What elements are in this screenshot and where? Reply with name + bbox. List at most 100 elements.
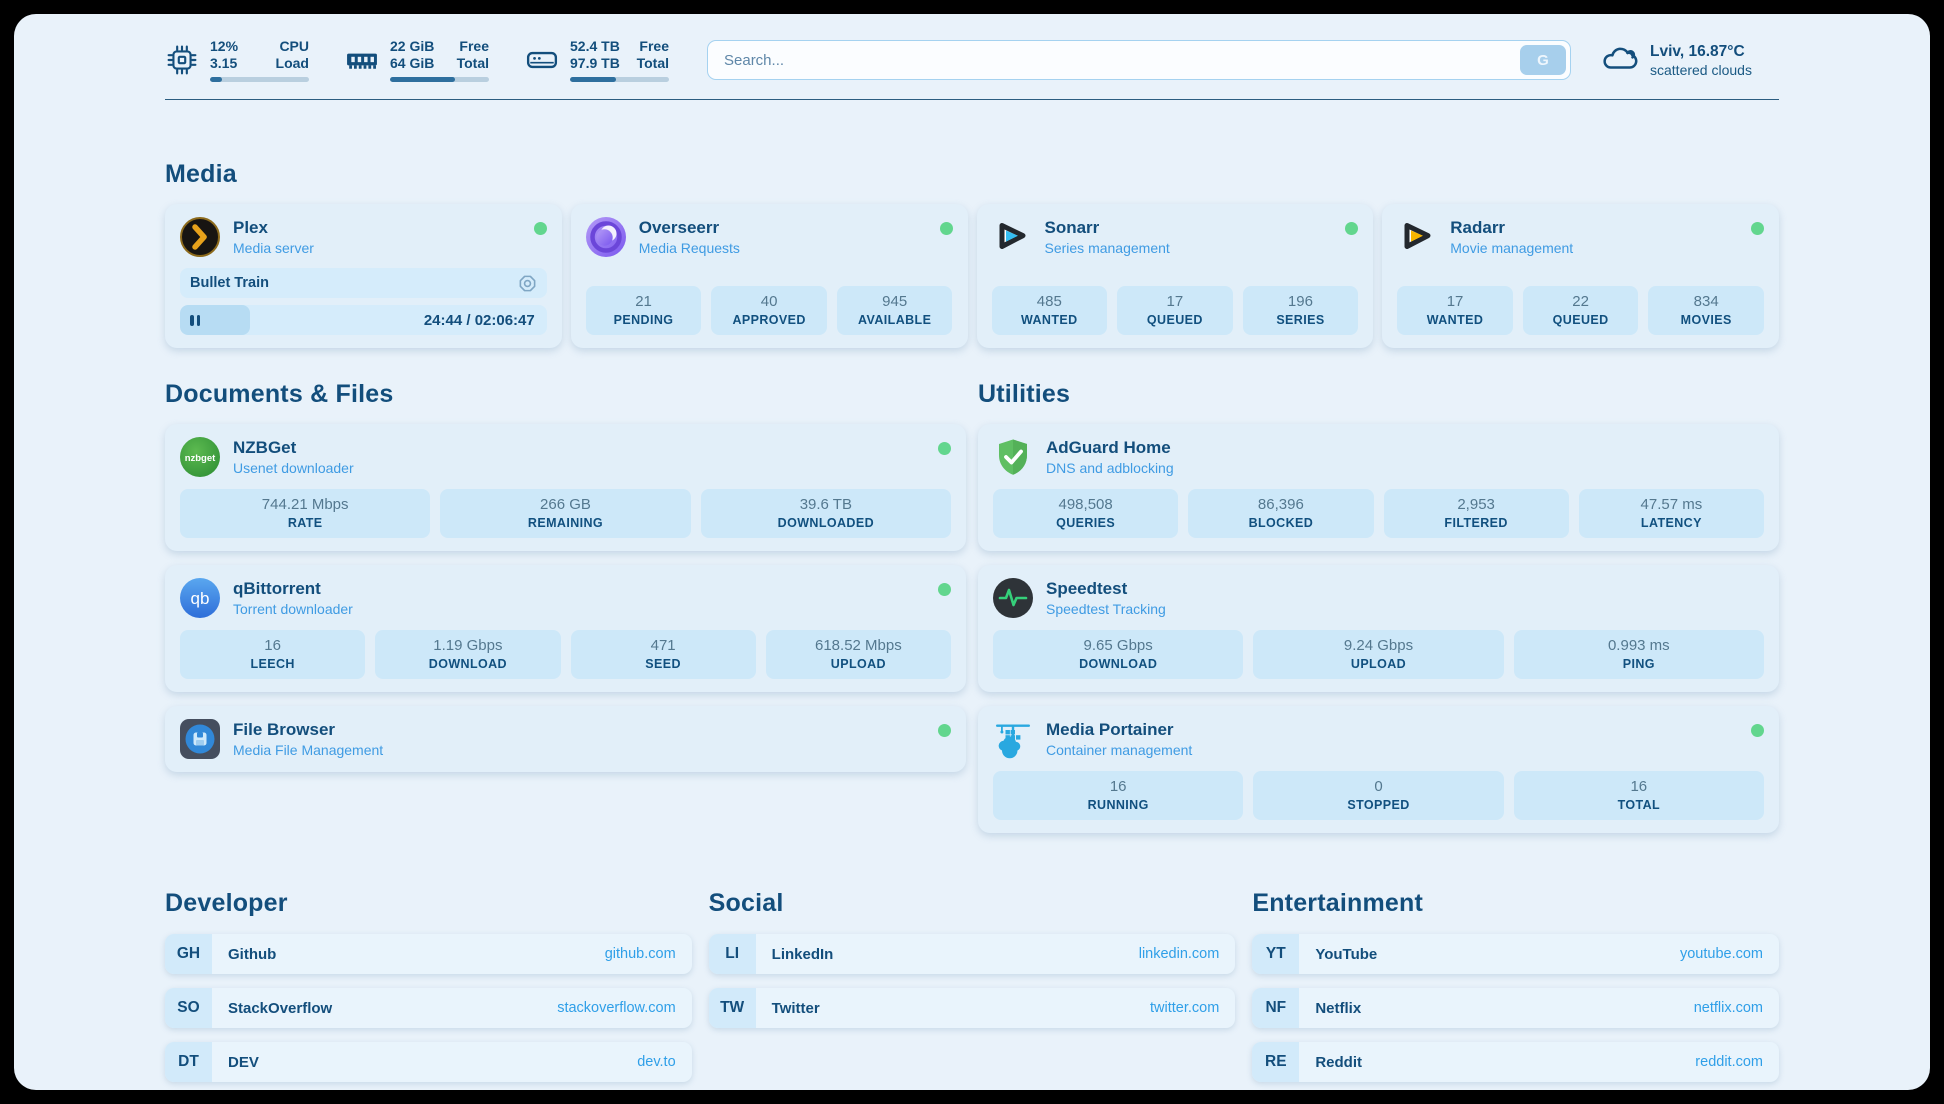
app-card-sonarr[interactable]: Sonarr Series management 485 WANTED 17 QUEUED… <box>976 204 1374 348</box>
app-card-media-portainer[interactable]: Media Portainer Container management 16 RUN… <box>978 706 1779 833</box>
stat-value: 744.21 Mbps <box>261 496 349 513</box>
pause-icon[interactable] <box>190 314 200 326</box>
stat-value: 0 <box>1374 778 1383 795</box>
stat-label: LATENCY <box>1640 516 1702 530</box>
topbar: 12% 3.15 CPU Load 22 GiB 64 GiB Free Total 52.4 … <box>165 38 1779 82</box>
link-name: Github <box>228 945 277 963</box>
system-stat-progressbar <box>390 77 489 82</box>
video-icon[interactable] <box>518 274 537 293</box>
online-status-dot <box>533 222 547 235</box>
weather-condition: scattered clouds <box>1650 61 1752 78</box>
stat-row: 744.21 Mbps RATE 266 GB REMAINING 39.6 TB DOW… <box>180 477 951 538</box>
app-card-header: nzbget NZBGet Usenet downloader <box>180 437 951 477</box>
online-status-dot <box>938 724 951 737</box>
link-github[interactable]: GH Github github.com <box>165 934 692 974</box>
app-card-nzbget[interactable]: nzbget NZBGet Usenet downloader 744.21 Mbps… <box>165 424 966 551</box>
stat-box-queued: 22 QUEUED <box>1522 286 1639 335</box>
system-stat-progress-fill <box>210 77 222 82</box>
stat-box-download: 9.65 Gbps DOWNLOAD <box>993 630 1244 679</box>
ram-icon <box>345 48 379 72</box>
app-card-titles: Radarr Movie management <box>1450 217 1573 256</box>
stat-row: 17 WANTED 22 QUEUED 834 MOVIES <box>1397 274 1764 335</box>
app-subtitle: Media server <box>233 240 314 256</box>
speedtest-icon <box>993 578 1033 618</box>
link-name: Twitter <box>771 999 820 1017</box>
stat-label: TOTAL <box>1617 798 1661 812</box>
stat-box-ping: 0.993 ms PING <box>1513 630 1764 679</box>
system-stat-value-1: 12% <box>210 38 239 54</box>
app-card-overseerr[interactable]: Overseerr Media Requests 21 PENDING 40 APPROV… <box>570 204 968 348</box>
svg-text:qb: qb <box>191 589 210 608</box>
stat-box-available: 945 AVAILABLE <box>836 286 953 335</box>
weather-widget: Lviv, 16.87°C scattered clouds <box>1601 42 1779 79</box>
stat-box-total: 16 TOTAL <box>1513 771 1764 820</box>
app-card-header: AdGuard Home DNS and adblocking <box>993 437 1764 477</box>
online-status-dot <box>1751 724 1764 737</box>
stat-row: 485 WANTED 17 QUEUED 196 SERIES <box>991 274 1359 335</box>
stat-box-movies: 834 MOVIES <box>1648 286 1764 335</box>
link-youtube[interactable]: YT YouTube youtube.com <box>1252 934 1779 974</box>
system-stat-labels: CPU Load <box>276 38 309 72</box>
search-input[interactable] <box>707 40 1571 80</box>
stat-value: 945 <box>882 293 908 310</box>
stat-label: LEECH <box>250 657 295 671</box>
system-stat-body: 52.4 TB 97.9 TB Free Total <box>570 38 669 82</box>
stat-label: REMAINING <box>527 516 604 530</box>
app-card-file-browser[interactable]: File Browser Media File Management <box>165 706 966 772</box>
stat-label: FILTERED <box>1444 516 1508 530</box>
section-title-documents: Documents & Files <box>165 380 394 408</box>
documents-card-stack: nzbget NZBGet Usenet downloader 744.21 Mbps… <box>165 424 966 772</box>
system-stat-label-2: Total <box>636 55 669 71</box>
app-title: File Browser <box>233 720 336 739</box>
app-card-header: Speedtest Speedtest Tracking <box>993 578 1764 618</box>
link-linkedin[interactable]: LI LinkedIn linkedin.com <box>708 934 1236 974</box>
app-card-header: Media Portainer Container management <box>993 719 1764 759</box>
playback-time: 24:44 / 02:06:47 <box>423 311 535 329</box>
qbittorrent-icon: qb <box>180 578 220 618</box>
stat-value: 16 <box>1630 778 1648 795</box>
system-stat-progressbar <box>210 77 309 82</box>
system-stat-values: 12% 3.15 <box>210 38 238 72</box>
links-column-social: Social LI LinkedIn linkedin.com TW Twitter twi… <box>708 889 1236 1090</box>
app-card-adguard-home[interactable]: AdGuard Home DNS and adblocking 498,508 QUE… <box>978 424 1779 551</box>
system-stat-label-1: Free <box>639 38 669 54</box>
app-card-speedtest[interactable]: Speedtest Speedtest Tracking 9.65 Gbps DOWN… <box>978 565 1779 692</box>
system-stat-progress-fill <box>390 77 456 82</box>
stat-value: 0.993 ms <box>1607 637 1670 654</box>
system-stat-cpu: 12% 3.15 CPU Load <box>165 38 309 82</box>
svg-text:nzbget: nzbget <box>185 453 216 464</box>
section-title-utilities: Utilities <box>978 380 1071 408</box>
link-dev[interactable]: DT DEV dev.to <box>165 1042 692 1082</box>
link-abbr-badge: SO <box>165 988 212 1028</box>
link-reddit[interactable]: RE Reddit reddit.com <box>1252 1042 1779 1082</box>
app-card-qbittorrent[interactable]: qb qBittorrent Torrent downloader 16 LEECH 1.… <box>165 565 966 692</box>
link-url: stackoverflow.com <box>557 1000 676 1016</box>
link-name: Reddit <box>1315 1053 1362 1071</box>
search-engine-button[interactable]: G <box>1520 45 1566 75</box>
stat-label: MOVIES <box>1680 313 1732 327</box>
app-card-titles: AdGuard Home DNS and adblocking <box>1046 437 1174 476</box>
topbar-divider <box>165 99 1779 100</box>
link-abbr-badge: DT <box>165 1042 212 1082</box>
app-card-radarr[interactable]: Radarr Movie management 17 WANTED 22 QUEUED 83… <box>1382 204 1779 348</box>
system-stat-value-1: 22 GiB <box>390 38 435 54</box>
stat-box-series: 196 SERIES <box>1242 286 1359 335</box>
stat-value: 834 <box>1693 293 1719 310</box>
stat-label: WANTED <box>1021 313 1078 327</box>
link-name: LinkedIn <box>771 945 834 963</box>
system-stat-body: 22 GiB 64 GiB Free Total <box>390 38 489 82</box>
stat-box-rate: 744.21 Mbps RATE <box>180 489 431 538</box>
system-stat-ram: 22 GiB 64 GiB Free Total <box>345 38 489 82</box>
stat-row: 16 RUNNING 0 STOPPED 16 TOTAL <box>993 759 1764 820</box>
stat-box-remaining: 266 GB REMAINING <box>440 489 691 538</box>
stat-value: 618.52 Mbps <box>815 637 902 654</box>
app-card-titles: File Browser Media File Management <box>233 719 383 758</box>
link-netflix[interactable]: NF Netflix netflix.com <box>1252 988 1779 1028</box>
stat-label: SEED <box>645 657 681 671</box>
stat-value: 1.19 Gbps <box>433 637 503 654</box>
stat-value: 266 GB <box>540 496 591 513</box>
app-card-plex[interactable]: Plex Media server Bullet Train 24:44 / 02:0… <box>165 204 562 348</box>
link-stackoverflow[interactable]: SO StackOverflow stackoverflow.com <box>165 988 692 1028</box>
app-title: Speedtest <box>1046 579 1128 598</box>
link-twitter[interactable]: TW Twitter twitter.com <box>708 988 1236 1028</box>
